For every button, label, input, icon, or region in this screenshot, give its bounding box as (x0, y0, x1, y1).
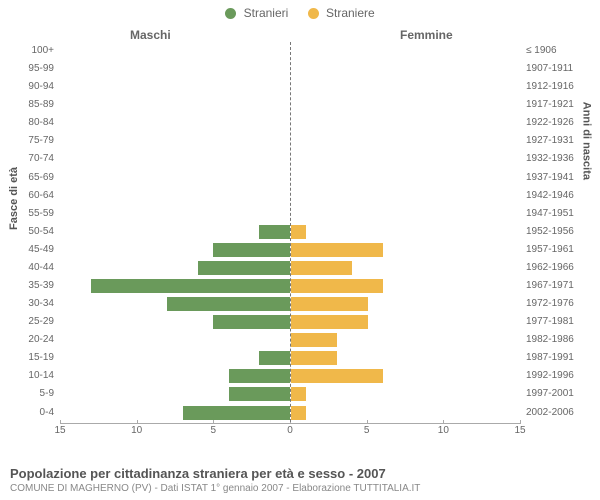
x-axis-tick-label: 5 (352, 425, 382, 436)
bar-female (291, 297, 368, 311)
age-label: 85-89 (28, 98, 54, 112)
age-label: 40-44 (28, 261, 54, 275)
x-axis-tick: 10 (428, 420, 458, 436)
bar-female (291, 387, 306, 401)
x-axis-tick: 5 (352, 420, 382, 436)
x-axis-tick-label: 15 (505, 425, 535, 436)
x-axis-tick-label: 10 (428, 425, 458, 436)
age-label: 45-49 (28, 243, 54, 257)
age-label: 55-59 (28, 207, 54, 221)
birth-year-label: 1992-1996 (526, 369, 574, 383)
bar-male (213, 243, 290, 257)
bar-female (291, 406, 306, 420)
age-label: 25-29 (28, 315, 54, 329)
footer: Popolazione per cittadinanza straniera p… (10, 466, 590, 494)
age-label: 95-99 (28, 62, 54, 76)
bar-male (213, 315, 290, 329)
x-axis-tick: 15 (505, 420, 535, 436)
bar-female (291, 315, 368, 329)
legend-swatch-female (308, 8, 319, 19)
chart-title: Popolazione per cittadinanza straniera p… (10, 466, 590, 481)
birth-year-label: 1997-2001 (526, 387, 574, 401)
legend: Stranieri Straniere (0, 6, 600, 20)
bar-female (291, 279, 383, 293)
birth-year-label: ≤ 1906 (526, 44, 557, 58)
population-pyramid-chart: 100+≤ 190695-991907-191190-941912-191685… (60, 42, 520, 422)
center-divider (290, 42, 291, 422)
birth-year-label: 1937-1941 (526, 171, 574, 185)
birth-year-label: 1967-1971 (526, 279, 574, 293)
x-axis: 15105051015 (60, 423, 520, 444)
birth-year-label: 1927-1931 (526, 134, 574, 148)
age-label: 20-24 (28, 333, 54, 347)
x-axis-tick-label: 15 (45, 425, 75, 436)
legend-swatch-male (225, 8, 236, 19)
bar-male (198, 261, 290, 275)
age-label: 10-14 (28, 369, 54, 383)
age-label: 100+ (31, 44, 54, 58)
birth-year-label: 1947-1951 (526, 207, 574, 221)
birth-year-label: 1982-1986 (526, 333, 574, 347)
bar-male (229, 369, 290, 383)
x-axis-tick: 5 (198, 420, 228, 436)
x-axis-tick: 0 (275, 420, 305, 436)
y-axis-title-left: Fasce di età (8, 167, 20, 230)
bar-male (167, 297, 290, 311)
age-label: 90-94 (28, 80, 54, 94)
age-label: 65-69 (28, 171, 54, 185)
chart-container: Stranieri Straniere Maschi Femmine Fasce… (0, 0, 600, 500)
birth-year-label: 1962-1966 (526, 261, 574, 275)
bar-male (259, 225, 290, 239)
bar-female (291, 369, 383, 383)
birth-year-label: 1952-1956 (526, 225, 574, 239)
bar-male (259, 351, 290, 365)
age-label: 5-9 (40, 387, 54, 401)
column-header-female: Femmine (400, 28, 453, 42)
legend-label-female: Straniere (326, 6, 375, 20)
birth-year-label: 1942-1946 (526, 189, 574, 203)
birth-year-label: 1932-1936 (526, 152, 574, 166)
birth-year-label: 1987-1991 (526, 351, 574, 365)
age-label: 75-79 (28, 134, 54, 148)
birth-year-label: 2002-2006 (526, 406, 574, 420)
x-axis-tick-label: 0 (275, 425, 305, 436)
bar-female (291, 333, 337, 347)
age-label: 50-54 (28, 225, 54, 239)
bar-female (291, 261, 352, 275)
birth-year-label: 1912-1916 (526, 80, 574, 94)
birth-year-label: 1907-1911 (526, 62, 573, 76)
age-label: 60-64 (28, 189, 54, 203)
legend-label-male: Stranieri (244, 6, 289, 20)
birth-year-label: 1972-1976 (526, 297, 574, 311)
bar-male (91, 279, 290, 293)
age-label: 70-74 (28, 152, 54, 166)
bar-female (291, 351, 337, 365)
column-header-male: Maschi (130, 28, 171, 42)
age-label: 15-19 (28, 351, 54, 365)
bar-female (291, 243, 383, 257)
bar-female (291, 225, 306, 239)
bar-male (229, 387, 290, 401)
age-label: 30-34 (28, 297, 54, 311)
birth-year-label: 1957-1961 (526, 243, 574, 257)
birth-year-label: 1917-1921 (526, 98, 574, 112)
birth-year-label: 1977-1981 (526, 315, 574, 329)
y-axis-title-right: Anni di nascita (580, 102, 592, 180)
x-axis-tick-label: 5 (198, 425, 228, 436)
bar-male (183, 406, 290, 420)
birth-year-label: 1922-1926 (526, 116, 574, 130)
x-axis-tick-label: 10 (122, 425, 152, 436)
age-label: 0-4 (40, 406, 54, 420)
x-axis-tick: 10 (122, 420, 152, 436)
chart-subtitle: COMUNE DI MAGHERNO (PV) - Dati ISTAT 1° … (10, 483, 590, 494)
legend-item-female: Straniere (308, 6, 375, 20)
x-axis-tick: 15 (45, 420, 75, 436)
age-label: 80-84 (28, 116, 54, 130)
legend-item-male: Stranieri (225, 6, 288, 20)
age-label: 35-39 (28, 279, 54, 293)
